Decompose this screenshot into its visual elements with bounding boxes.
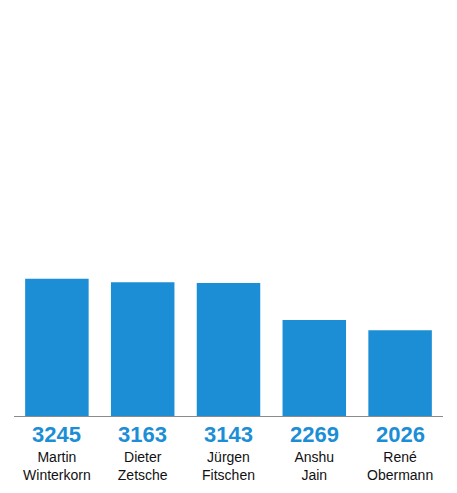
svg-text:2269: 2269	[290, 422, 339, 447]
svg-text:3163: 3163	[118, 422, 167, 447]
svg-text:RenéObermann: RenéObermann	[367, 449, 433, 483]
svg-text:JürgenFitschen: JürgenFitschen	[202, 449, 255, 483]
svg-text:2026: 2026	[376, 422, 425, 447]
svg-text:DieterZetsche: DieterZetsche	[118, 449, 168, 483]
svg-text:MartinWinterkorn: MartinWinterkorn	[23, 449, 91, 483]
svg-text:3143: 3143	[204, 422, 253, 447]
svg-text:AnshuJain: AnshuJain	[294, 449, 334, 483]
svg-text:3245: 3245	[32, 422, 81, 447]
